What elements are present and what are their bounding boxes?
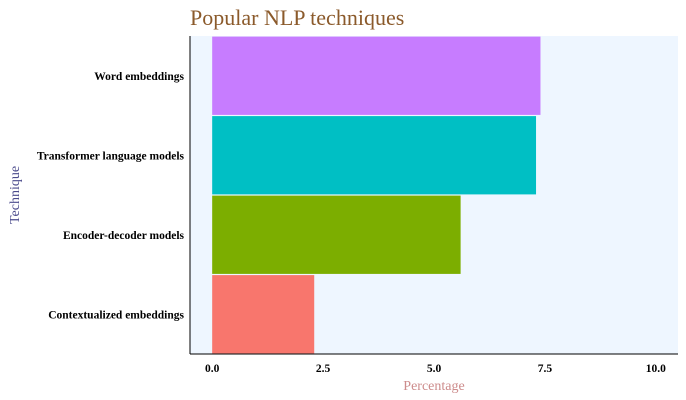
x-axis-label: Percentage bbox=[403, 379, 464, 394]
y-tick-label: Encoder-decoder models bbox=[63, 230, 185, 242]
bar-word-embeddings bbox=[212, 36, 541, 115]
bar-contextualized-embeddings bbox=[212, 275, 315, 354]
x-tick-label: 0.0 bbox=[205, 363, 220, 375]
x-tick-label: 5.0 bbox=[427, 363, 442, 375]
chart-title: Popular NLP techniques bbox=[190, 5, 404, 30]
x-tick-label: 2.5 bbox=[316, 363, 331, 375]
y-axis-label: Technique bbox=[8, 166, 23, 224]
y-tick-label: Contextualized embeddings bbox=[48, 309, 184, 321]
x-tick-label: 7.5 bbox=[538, 363, 553, 375]
y-tick-label: Transformer language models bbox=[37, 150, 185, 162]
y-tick-labels: Word embeddings Transformer language mode… bbox=[37, 71, 185, 322]
x-tick-labels: 0.0 2.5 5.0 7.5 10.0 bbox=[205, 363, 666, 375]
x-tick-label: 10.0 bbox=[646, 363, 666, 375]
bar-transformer-language-models bbox=[212, 116, 537, 195]
bars-group bbox=[212, 36, 541, 354]
bar-encoder-decoder-models bbox=[212, 195, 461, 274]
y-tick-label: Word embeddings bbox=[94, 71, 184, 83]
